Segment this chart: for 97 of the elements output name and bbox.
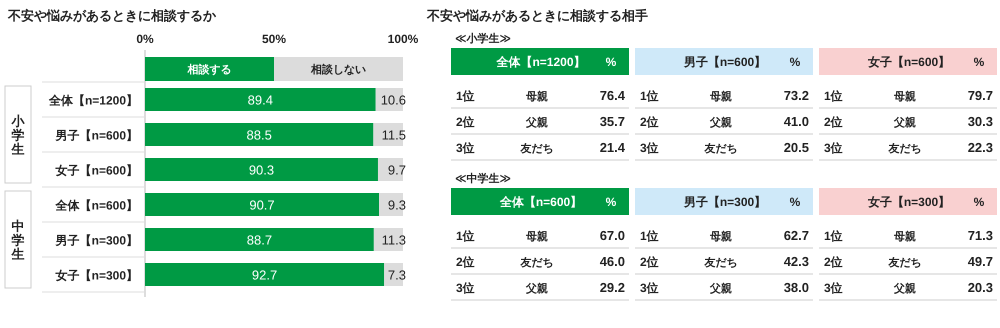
text: 女子【n=300】 bbox=[866, 195, 950, 209]
data-label: 22.3 bbox=[968, 140, 993, 155]
data-label: 10.6 bbox=[380, 92, 406, 108]
text: 2位 bbox=[456, 255, 475, 269]
series-label: 相談しない bbox=[310, 63, 366, 76]
category-label: 友だち bbox=[888, 142, 922, 155]
text: 男子【n=600】 bbox=[682, 55, 766, 69]
category-label: 父親 bbox=[525, 116, 548, 129]
text: 不安や悩みがあるときに相談する相手 bbox=[426, 8, 648, 23]
data-label: 41.0 bbox=[784, 114, 809, 129]
data-label: 76.4 bbox=[600, 88, 626, 103]
category-label: 母親 bbox=[893, 90, 916, 103]
category-label: 友だち bbox=[520, 142, 554, 155]
data-label: 30.3 bbox=[968, 114, 993, 129]
text: 1位 bbox=[824, 229, 843, 243]
y-tick-label: 男子【n=600】 bbox=[54, 128, 138, 142]
text: 3位 bbox=[640, 141, 659, 155]
category-label: 父親 bbox=[893, 116, 916, 129]
data-label: 88.5 bbox=[246, 128, 272, 142]
data-label: 42.3 bbox=[784, 254, 809, 269]
data-label: 35.7 bbox=[600, 114, 625, 129]
category-label: 母親 bbox=[525, 230, 548, 243]
category-label: 父親 bbox=[709, 282, 732, 295]
text: ≪中学生≫ bbox=[455, 172, 512, 185]
data-label: 11.3 bbox=[382, 232, 406, 248]
legend-item: 相談する bbox=[145, 57, 274, 81]
y-tick-label: 全体【n=600】 bbox=[54, 198, 138, 212]
text: 女子【n=600】 bbox=[866, 55, 950, 69]
data-label: 71.3 bbox=[968, 228, 993, 243]
category-label: 友だち bbox=[704, 256, 738, 269]
category-label: 父親 bbox=[893, 282, 916, 295]
category-label: 父親 bbox=[525, 282, 548, 295]
data-label: 20.5 bbox=[784, 140, 809, 155]
data-label: 46.0 bbox=[600, 254, 625, 269]
data-label: 62.7 bbox=[784, 228, 809, 243]
data-label: 29.2 bbox=[600, 280, 625, 295]
text: % bbox=[790, 55, 801, 69]
text: 2位 bbox=[640, 115, 659, 129]
data-label: 21.4 bbox=[600, 140, 626, 155]
category-label: 母親 bbox=[525, 90, 548, 103]
data-label: 79.7 bbox=[968, 88, 993, 103]
text: 3位 bbox=[456, 281, 475, 295]
text: 3位 bbox=[824, 281, 843, 295]
series-label: 相談する bbox=[186, 63, 232, 76]
data-label: 49.7 bbox=[968, 254, 993, 269]
text: 全体【n=1200】 bbox=[495, 55, 586, 69]
text: 2位 bbox=[824, 115, 843, 129]
text: % bbox=[790, 195, 801, 209]
data-label: 89.4 bbox=[248, 92, 273, 108]
text: 1位 bbox=[640, 229, 659, 243]
category-label: 友だち bbox=[520, 256, 554, 269]
data-label: 11.5 bbox=[382, 128, 406, 142]
data-label: 92.7 bbox=[252, 268, 278, 282]
y-tick-label: 全体【n=1200】 bbox=[48, 94, 138, 108]
text: 1位 bbox=[456, 89, 475, 103]
y-tick-label: 女子【n=600】 bbox=[54, 164, 138, 178]
text: 1位 bbox=[456, 229, 475, 243]
x-tick-label: 100% bbox=[388, 32, 419, 46]
text: 3位 bbox=[824, 141, 843, 155]
text: 全体【n=600】 bbox=[498, 195, 582, 209]
chart-title: 不安や悩みがあるときに相談するか bbox=[7, 8, 217, 23]
text: ≪小学生≫ bbox=[455, 32, 512, 45]
text: % bbox=[974, 55, 985, 69]
category-label: 友だち bbox=[888, 256, 922, 269]
category-label: 父親 bbox=[709, 116, 732, 129]
data-label: 90.7 bbox=[249, 198, 275, 212]
text: 2位 bbox=[640, 255, 659, 269]
text: 2位 bbox=[824, 255, 843, 269]
category-label: 母親 bbox=[709, 90, 732, 103]
data-label: 73.2 bbox=[784, 88, 809, 103]
text: 3位 bbox=[456, 141, 475, 155]
text: 1位 bbox=[640, 89, 659, 103]
data-label: 7.3 bbox=[388, 268, 406, 282]
data-label: 90.3 bbox=[248, 162, 274, 178]
category-label: 友だち bbox=[704, 142, 738, 155]
data-label: 20.3 bbox=[968, 280, 993, 295]
text: 中学生 bbox=[10, 218, 24, 262]
text: 1位 bbox=[824, 89, 843, 103]
text: 男子【n=300】 bbox=[682, 195, 766, 209]
y-tick-label: 女子【n=300】 bbox=[54, 268, 138, 282]
data-label: 9.3 bbox=[388, 198, 406, 212]
category-label: 母親 bbox=[893, 230, 916, 243]
text: % bbox=[606, 195, 617, 209]
x-tick-label: 0% bbox=[136, 32, 154, 46]
text: 2位 bbox=[456, 115, 475, 129]
text: % bbox=[974, 195, 985, 209]
data-label: 9.7 bbox=[388, 162, 406, 178]
y-tick-label: 男子【n=300】 bbox=[54, 234, 138, 248]
x-tick-label: 50% bbox=[262, 32, 286, 46]
text: % bbox=[606, 55, 617, 69]
data-label: 67.0 bbox=[600, 228, 625, 243]
data-label: 88.7 bbox=[246, 232, 272, 248]
data-label: 38.0 bbox=[784, 280, 809, 295]
legend-item: 相談しない bbox=[274, 57, 403, 81]
text: 小学生 bbox=[10, 114, 26, 156]
text: 3位 bbox=[640, 281, 659, 295]
category-label: 母親 bbox=[709, 230, 732, 243]
